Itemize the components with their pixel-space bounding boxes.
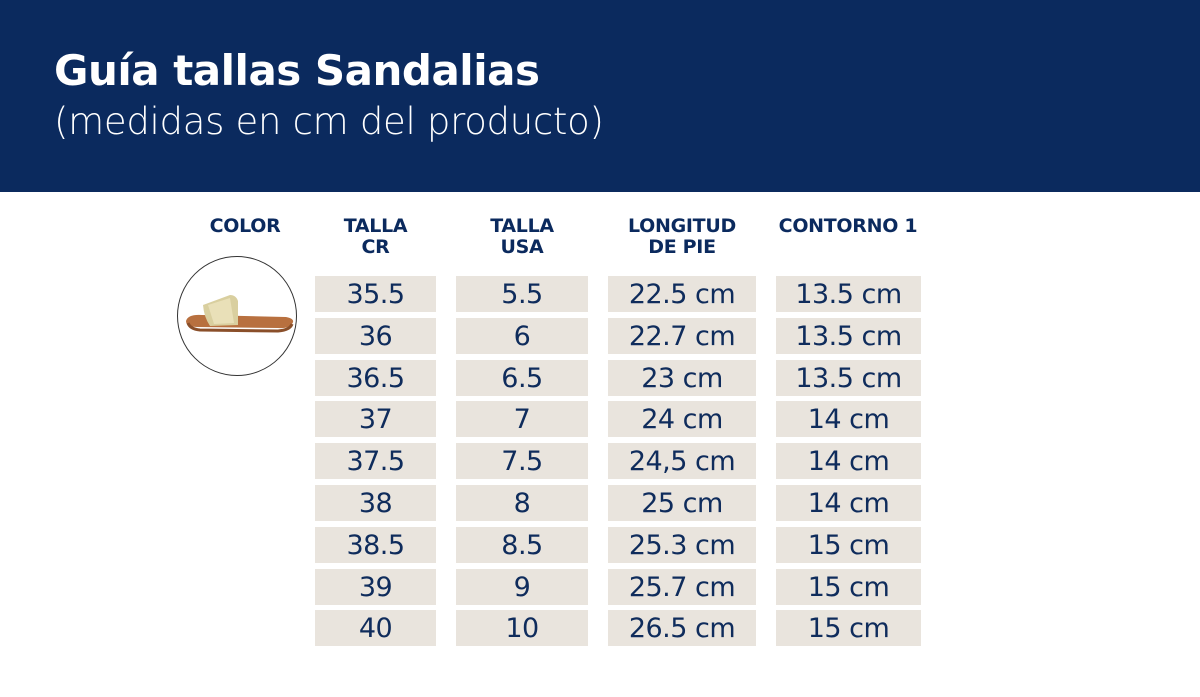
cell-contorno: 13.5 cm <box>776 276 921 312</box>
cell-contorno: 13.5 cm <box>776 317 921 354</box>
cell-talla-cr: 37.5 <box>315 443 436 480</box>
cell-talla-cr: 38.5 <box>315 526 436 563</box>
column-header-color: COLOR <box>209 215 281 237</box>
cell-talla-cr: 36 <box>315 317 436 354</box>
product-photo <box>177 256 297 376</box>
cell-talla-cr: 39 <box>315 568 436 605</box>
header-banner: Guía tallas Sandalias (medidas en cm del… <box>0 0 1200 192</box>
cell-contorno: 13.5 cm <box>776 359 921 396</box>
cell-talla-usa: 5.5 <box>456 276 588 312</box>
cell-talla-cr: 36.5 <box>315 359 436 396</box>
cell-longitud-de-pie: 22.5 cm <box>608 276 756 312</box>
cell-talla-cr: 40 <box>315 610 436 647</box>
cell-talla-usa: 7.5 <box>456 443 588 480</box>
cell-talla-usa: 9 <box>456 568 588 605</box>
page-title: Guía tallas Sandalias <box>54 46 540 95</box>
column-header-talla-cr: TALLA CR <box>343 215 408 258</box>
page-subtitle: (medidas en cm del producto) <box>54 100 604 143</box>
column-header-longitud: LONGITUD DE PIE <box>628 215 736 258</box>
cell-longitud-de-pie: 25 cm <box>608 485 756 521</box>
cell-contorno: 14 cm <box>776 401 921 438</box>
cell-contorno: 15 cm <box>776 526 921 563</box>
cell-longitud-de-pie: 25.7 cm <box>608 568 756 605</box>
cell-contorno: 15 cm <box>776 568 921 605</box>
cell-contorno: 14 cm <box>776 443 921 480</box>
cell-longitud-de-pie: 26.5 cm <box>608 610 756 647</box>
cell-talla-usa: 8.5 <box>456 526 588 563</box>
cell-talla-usa: 8 <box>456 485 588 521</box>
cell-talla-usa: 6.5 <box>456 359 588 396</box>
cell-longitud-de-pie: 25.3 cm <box>608 526 756 563</box>
cell-contorno: 14 cm <box>776 485 921 521</box>
cell-longitud-de-pie: 24 cm <box>608 401 756 438</box>
cell-talla-usa: 10 <box>456 610 588 647</box>
cell-longitud-de-pie: 22.7 cm <box>608 317 756 354</box>
cell-longitud-de-pie: 23 cm <box>608 359 756 396</box>
sandal-icon <box>186 295 294 333</box>
cell-talla-cr: 35.5 <box>315 276 436 312</box>
cell-talla-usa: 6 <box>456 317 588 354</box>
cell-talla-cr: 37 <box>315 401 436 438</box>
cell-talla-cr: 38 <box>315 485 436 521</box>
cell-talla-usa: 7 <box>456 401 588 438</box>
column-header-contorno: CONTORNO 1 <box>778 215 918 237</box>
cell-contorno: 15 cm <box>776 610 921 647</box>
column-header-talla-usa: TALLA USA <box>490 215 554 258</box>
cell-longitud-de-pie: 24,5 cm <box>608 443 756 480</box>
